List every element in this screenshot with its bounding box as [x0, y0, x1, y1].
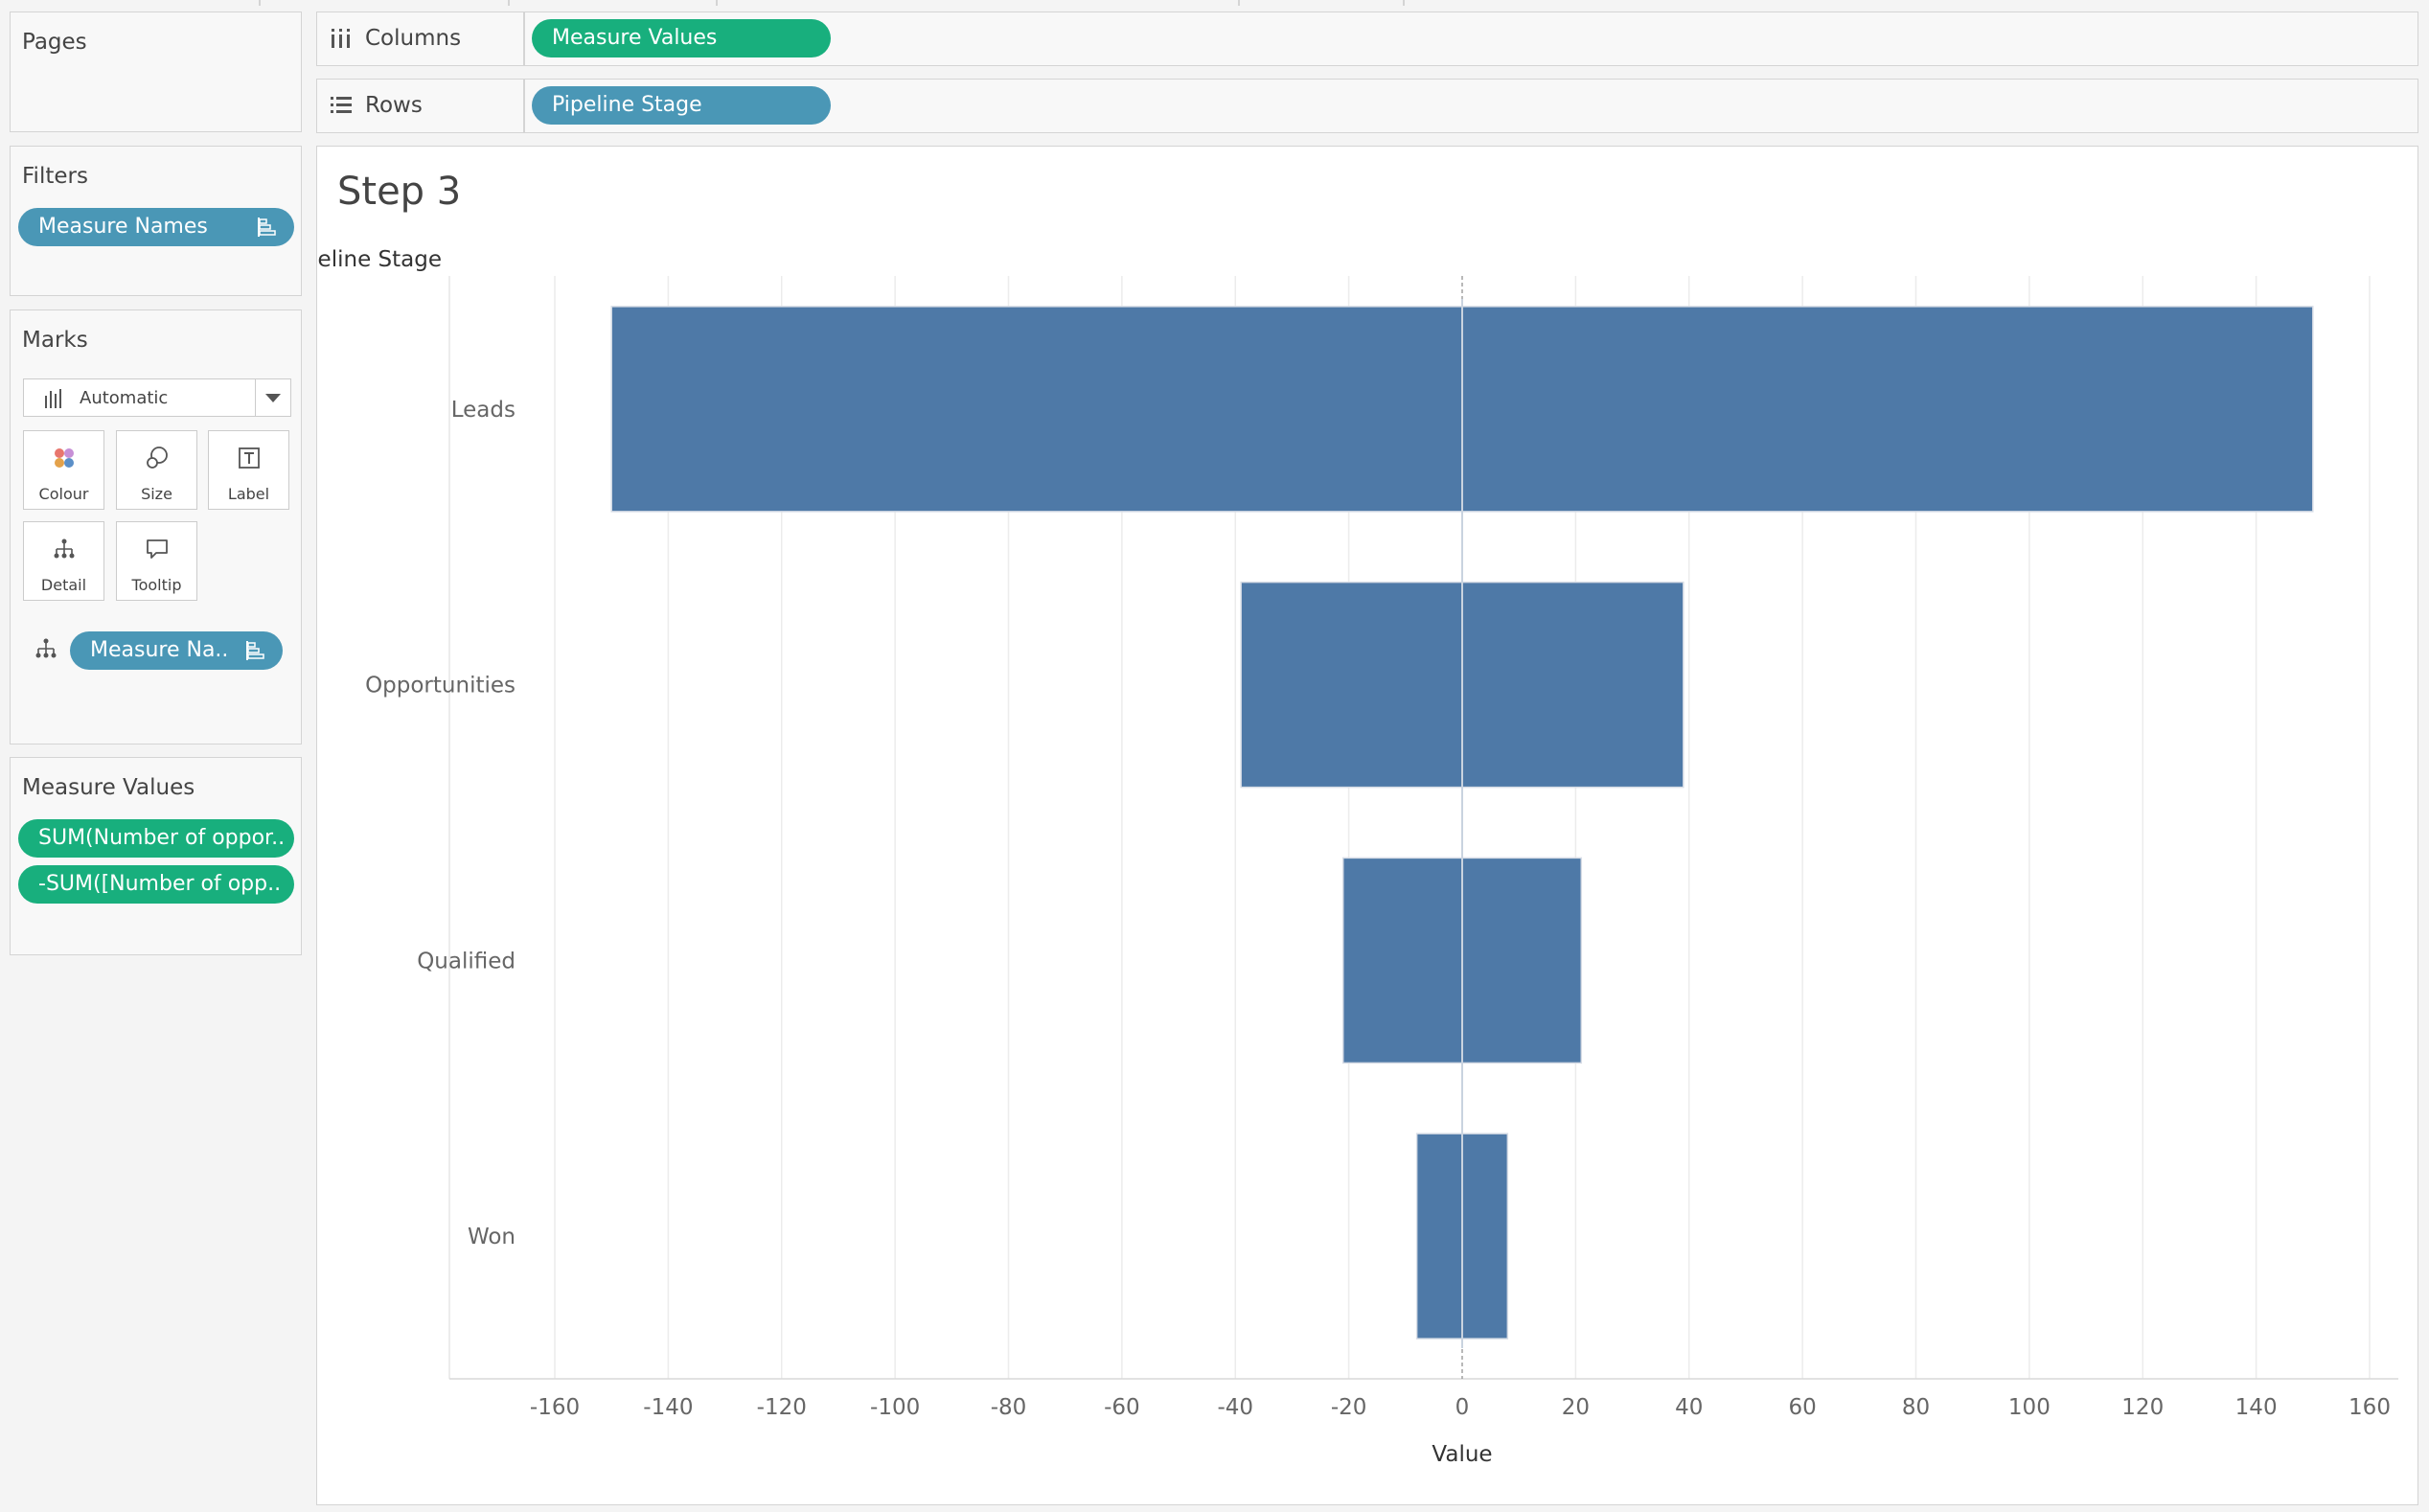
funnel-chart[interactable]: Pipeline Stage Leads Opportunities Qualifie…	[317, 147, 2417, 1503]
category-label: Opportunities	[365, 674, 516, 699]
bar-leads	[1461, 306, 2314, 513]
x-tick-label: 0	[1455, 1395, 1470, 1420]
tooltip-button[interactable]: Tooltip	[116, 521, 197, 601]
x-tick-label: 140	[2235, 1395, 2278, 1420]
bar-won	[1415, 1133, 1463, 1340]
label-button[interactable]: Label	[208, 430, 289, 510]
top-divider	[1238, 0, 1240, 6]
rows-pill-pipeline-stage[interactable]: Pipeline Stage	[532, 86, 831, 125]
label-label: Label	[227, 485, 270, 503]
category-label: Qualified	[417, 949, 516, 974]
detail-icon	[35, 638, 57, 658]
filters-card[interactable]: Filters Measure Names	[10, 146, 302, 296]
measure-values-title: Measure Values	[22, 775, 195, 800]
colour-label: Colour	[38, 485, 89, 503]
columns-pill-label: Measure Values	[552, 26, 718, 50]
x-tick-label: -40	[1217, 1395, 1253, 1420]
rows-pill-label: Pipeline Stage	[552, 93, 702, 117]
top-divider	[716, 0, 718, 6]
dropdown-separator	[254, 379, 256, 416]
x-tick-label: -160	[530, 1395, 580, 1420]
bar-qualified	[1341, 857, 1463, 1065]
top-divider	[508, 0, 510, 6]
x-tick-label: -80	[991, 1395, 1027, 1420]
bar-won	[1461, 1133, 1509, 1340]
x-tick-label: 160	[2349, 1395, 2391, 1420]
rows-shelf[interactable]: Rows Pipeline Stage	[316, 79, 2418, 133]
label-icon	[239, 447, 260, 469]
measure-pill-sum-opportunities[interactable]: SUM(Number of oppor..	[18, 819, 294, 858]
measure-pill-label: SUM(Number of oppor..	[38, 826, 286, 850]
x-tick-label: -100	[870, 1395, 920, 1420]
colour-icon	[55, 448, 74, 468]
x-tick-label: -120	[757, 1395, 807, 1420]
pages-card[interactable]: Pages	[10, 11, 302, 132]
colour-button[interactable]: Colour	[23, 430, 104, 510]
filter-pill-measure-names[interactable]: Measure Names	[18, 208, 294, 246]
mark-type-dropdown[interactable]: Automatic	[23, 378, 291, 417]
category-label: Leads	[451, 398, 516, 423]
chevron-down-icon[interactable]	[265, 394, 281, 402]
row-header-title: Pipeline Stage	[317, 247, 442, 272]
columns-pill-measure-values[interactable]: Measure Values	[532, 19, 831, 57]
columns-label: Columns	[365, 26, 462, 51]
bar-chart-icon	[45, 389, 61, 408]
bar-qualified	[1461, 857, 1583, 1065]
size-icon	[147, 447, 168, 469]
top-divider	[1403, 0, 1405, 6]
marks-title: Marks	[22, 328, 88, 353]
shelf-divider	[523, 12, 525, 65]
x-tick-label: -60	[1104, 1395, 1140, 1420]
x-tick-label: -140	[643, 1395, 693, 1420]
shelf-divider	[523, 80, 525, 132]
x-axis-title: Value	[1432, 1442, 1492, 1467]
sort-icon	[246, 641, 264, 660]
x-tick-label: 60	[1788, 1395, 1816, 1420]
detail-pill-label: Measure Na..	[90, 638, 229, 662]
bar-opportunities	[1240, 581, 1463, 789]
detail-button[interactable]: Detail	[23, 521, 104, 601]
category-label: Won	[468, 1225, 516, 1249]
detail-icon	[54, 538, 75, 559]
x-tick-label: 20	[1562, 1395, 1590, 1420]
columns-shelf[interactable]: Columns Measure Values	[316, 11, 2418, 66]
worksheet-view[interactable]: Step 3 Pipeline Stage Leads Opportunities Q…	[316, 146, 2418, 1505]
top-divider	[259, 0, 261, 6]
tooltip-icon	[147, 539, 168, 559]
bar-leads	[610, 306, 1463, 513]
x-tick-label: 100	[2008, 1395, 2051, 1420]
tooltip-label: Tooltip	[131, 576, 182, 594]
rows-label: Rows	[365, 93, 423, 118]
bar-opportunities	[1461, 581, 1684, 789]
measure-pill-label: -SUM([Number of opp..	[38, 872, 282, 896]
columns-icon	[332, 29, 350, 48]
filters-title: Filters	[22, 164, 88, 189]
size-label: Size	[141, 485, 172, 503]
x-tick-label: 120	[2121, 1395, 2164, 1420]
rows-icon	[331, 97, 352, 113]
measure-values-card[interactable]: Measure Values SUM(Number of oppor.. -SU…	[10, 757, 302, 955]
detail-label: Detail	[40, 576, 87, 594]
size-button[interactable]: Size	[116, 430, 197, 510]
sheet-title: Step 3	[337, 170, 462, 214]
pages-title: Pages	[22, 30, 87, 55]
x-tick-label: 80	[1902, 1395, 1930, 1420]
filter-pill-label: Measure Names	[38, 215, 208, 239]
x-tick-label: 40	[1675, 1395, 1703, 1420]
measure-pill-neg-sum-opportunities[interactable]: -SUM([Number of opp..	[18, 865, 294, 904]
mark-type-label: Automatic	[80, 388, 169, 408]
detail-pill-measure-names[interactable]: Measure Na..	[70, 631, 283, 670]
sort-icon	[258, 218, 276, 237]
x-tick-label: -20	[1331, 1395, 1367, 1420]
marks-card[interactable]: Marks Automatic Colour Size	[10, 309, 302, 745]
